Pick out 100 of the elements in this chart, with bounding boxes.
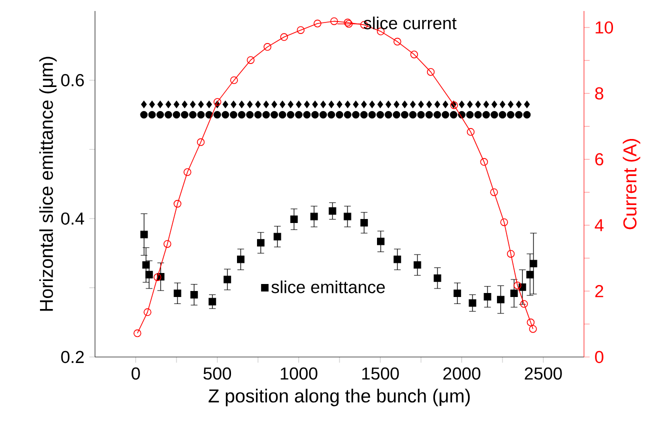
point [414,261,422,269]
point [190,100,196,108]
point [344,18,352,26]
point [140,111,148,119]
point [360,219,368,226]
point [376,111,384,119]
point [296,100,302,108]
point [530,260,538,268]
y-tick-label: 0.2 [61,350,84,364]
point [508,100,514,108]
point [377,100,384,108]
x-tick-label: 2500 [524,367,562,380]
point [214,98,222,106]
point [425,111,433,119]
point [361,100,367,108]
point [336,100,342,108]
point [336,111,344,119]
y2-tick-label: 10 [596,21,614,34]
point [236,256,244,264]
point [174,100,180,108]
point [238,111,246,119]
point [506,250,515,258]
point [475,100,481,108]
point [352,111,360,119]
point [320,100,326,108]
point [369,100,375,108]
point [483,100,490,108]
point [290,216,298,224]
point [526,318,535,326]
x-tick-label: 500 [203,367,232,380]
point [295,111,302,119]
point [377,238,384,246]
point [506,111,514,119]
point [480,158,488,166]
point [142,261,150,269]
point [386,100,392,108]
point [288,100,294,108]
point [156,111,164,119]
point [165,100,172,108]
point [434,274,442,282]
legend-label: slice emittance [271,280,385,294]
point [141,100,147,108]
point [319,111,327,119]
point [454,290,462,298]
point [246,56,255,64]
point [263,100,270,108]
point [426,68,435,76]
point [164,111,172,119]
y-tick-label: 0.4 [61,212,84,225]
point [174,200,182,208]
x-axis-title: Z position along the bunch (μm) [208,388,470,406]
point [264,43,272,51]
y-tick-label: 0.6 [61,74,84,86]
point [529,325,537,333]
point [257,239,265,247]
point [466,128,475,136]
point [418,100,424,108]
point [394,100,400,108]
point [246,111,254,119]
point [174,290,182,298]
point [510,290,518,298]
point [157,100,164,108]
point [490,111,498,119]
point [410,100,416,108]
point [255,100,261,108]
point [154,273,162,282]
point [271,100,278,108]
point [484,293,492,301]
point [206,100,212,108]
point [274,232,282,240]
point [468,299,476,307]
point [214,111,221,119]
point [410,50,418,58]
point [344,100,351,108]
point [238,100,245,108]
point [467,100,473,108]
point [145,270,153,278]
point [520,300,528,308]
point [360,111,368,119]
point [328,100,334,108]
point [498,111,506,119]
point [426,100,432,108]
point [490,188,498,196]
point [458,100,465,108]
point [270,111,278,119]
point [526,270,534,278]
point [312,100,318,108]
point [222,111,230,119]
point [515,111,523,119]
point [474,111,482,119]
point [311,111,319,119]
point [523,111,531,119]
point [402,100,408,108]
point [172,111,180,119]
point [280,33,288,41]
point [417,111,425,119]
point [482,111,490,119]
point [230,111,238,119]
x-tick-label: 2000 [443,367,480,380]
point [392,111,400,119]
